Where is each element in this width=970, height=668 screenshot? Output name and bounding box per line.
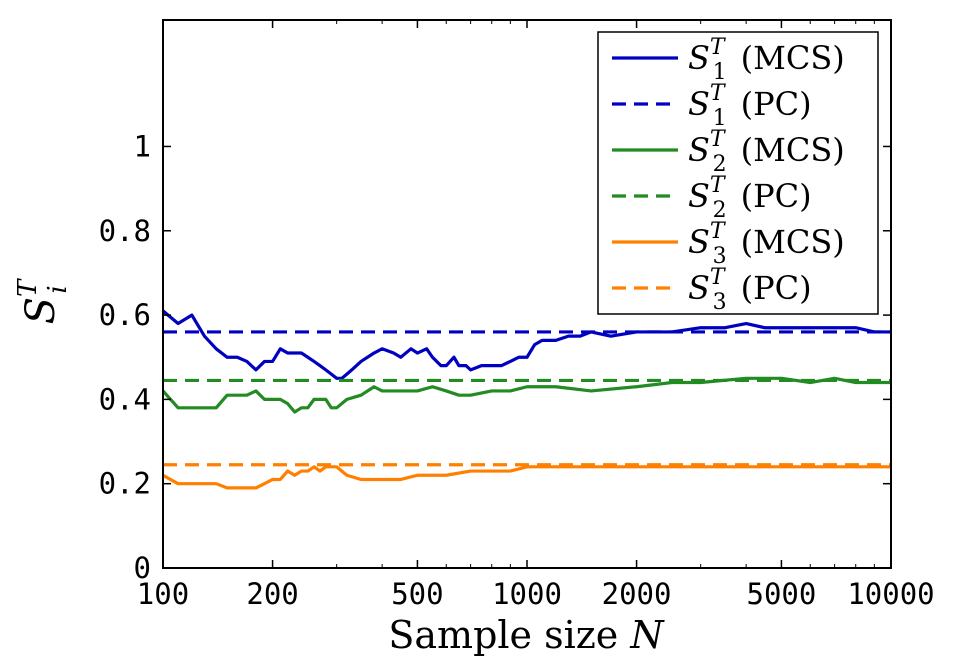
y-tick-label: 0: [134, 551, 151, 585]
y-tick-label: 0.8: [99, 214, 151, 248]
y-axis-label-sub: i: [43, 285, 73, 293]
legend-label: ST 2 (MCS): [688, 127, 845, 177]
x-tick-label: 5000: [747, 577, 817, 611]
y-tick-label: 0.4: [99, 382, 151, 416]
y-tick-label: 0.6: [99, 298, 151, 332]
legend-label: ST 2 (PC): [688, 173, 812, 223]
x-axis-label-var: N: [629, 613, 665, 657]
svg-text:STi: STi: [13, 278, 73, 324]
series-line-3: [163, 376, 891, 414]
x-axis-label-text: Sample size: [388, 613, 630, 657]
x-tick-label: 100: [137, 577, 189, 611]
y-axis-label-sup: T: [13, 278, 43, 297]
y-axis-label: STi: [13, 278, 73, 324]
x-tick-label: 10000: [847, 577, 934, 611]
legend: ST 1 (MCS)ST 1 (PC)ST 2 (MCS)ST 2 (PC)ST 3 (MCS)ST…: [597, 31, 879, 315]
x-tick-label: 200: [246, 577, 298, 611]
legend-label: ST 1 (PC): [688, 81, 812, 131]
series-layer: [163, 309, 891, 490]
y-tick-label: 1: [134, 129, 151, 163]
x-axis-label: Sample size N: [388, 613, 665, 657]
legend-label: ST 3 (PC): [688, 265, 812, 315]
series-line-5: [163, 465, 891, 490]
x-tick-label: 1000: [492, 577, 562, 611]
y-tick-label: 0.2: [99, 467, 151, 501]
x-tick-label: 2000: [602, 577, 672, 611]
legend-label: ST 1 (MCS): [688, 35, 845, 85]
y-axis-label-base: S: [18, 297, 64, 324]
legend-box: [597, 31, 879, 315]
ticks-layer: 100 200 500 1000 2000 5000 10000 0 0.2 0.4 0.6 0.8 1: [99, 20, 935, 611]
legend-label: ST 3 (MCS): [688, 219, 845, 269]
x-tick-label: 500: [391, 577, 443, 611]
